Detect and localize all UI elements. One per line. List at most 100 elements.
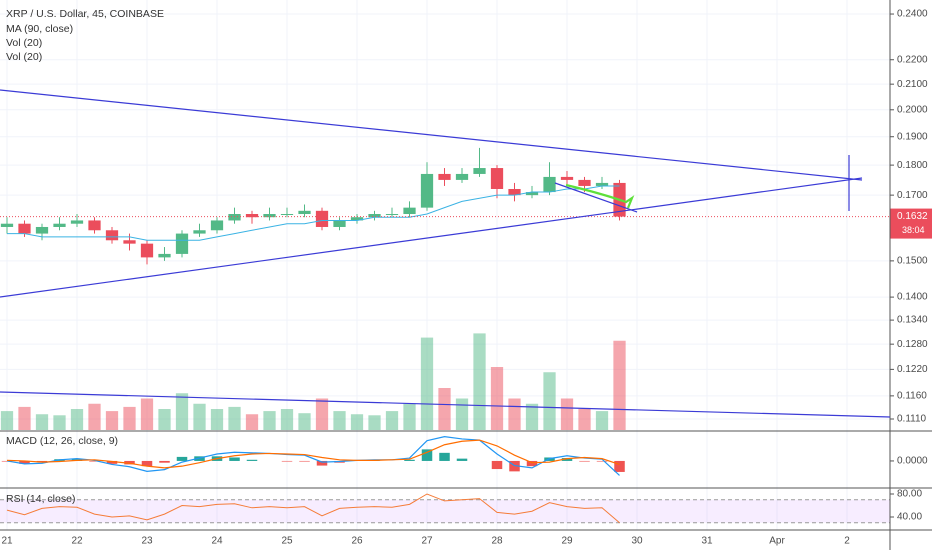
candle-body: [543, 176, 556, 193]
y-tick-label: 0.1340: [897, 315, 928, 326]
countdown-label: 38:04: [902, 225, 925, 235]
volume-bar: [35, 414, 49, 430]
candle-body: [560, 176, 574, 180]
y-tick-label: 0.1800: [897, 160, 928, 171]
volume-bar: [70, 409, 84, 430]
candle-body: [578, 179, 591, 186]
candle-body: [158, 253, 171, 258]
volume-bar: [315, 398, 329, 430]
candle-body: [53, 223, 66, 227]
y-tick-label: 80.00: [897, 489, 922, 500]
candle-body: [420, 173, 434, 208]
macd-histogram: [281, 460, 293, 462]
volume-bar: [455, 398, 469, 430]
candle-body: [508, 188, 521, 196]
trendline: [554, 182, 638, 213]
macd-histogram: [614, 460, 625, 472]
macd-line: [6, 439, 620, 469]
x-tick-label: Apr: [769, 536, 785, 547]
macd-histogram: [404, 459, 415, 461]
candle-body: [193, 230, 206, 234]
candle-body: [35, 226, 49, 234]
x-tick-label: 29: [561, 536, 573, 547]
last-price-label: 0.1632: [897, 211, 928, 222]
candle-body: [105, 230, 119, 241]
candle-body: [88, 220, 101, 231]
volume-bar: [123, 406, 136, 430]
candle-body: [140, 243, 154, 258]
volume-bar: [578, 409, 591, 430]
drawings: [0, 89, 891, 418]
macd-histogram: [561, 458, 573, 461]
volume-bar: [88, 403, 101, 430]
y-tick-label: 0.0000: [897, 456, 928, 467]
y-tick-label: 40.00: [897, 512, 922, 523]
x-tick-label: 30: [631, 536, 643, 547]
macd-histogram: [456, 458, 468, 461]
volume-label: Vol (20): [6, 51, 42, 63]
y-tick-label: 0.1700: [897, 190, 928, 201]
y-tick-label: 0.2400: [897, 9, 928, 20]
candle-body: [245, 214, 259, 218]
volume-bar: [53, 415, 66, 430]
x-tick-label: 22: [71, 536, 83, 547]
x-tick-label: 2: [844, 536, 850, 547]
y-tick-label: 0.1500: [897, 256, 928, 267]
x-tick-label: 27: [421, 536, 433, 547]
candle-body: [0, 223, 14, 227]
ma-line: [7, 185, 620, 241]
volume-bar: [368, 415, 381, 430]
volume-bar: [140, 398, 154, 430]
candle-body: [175, 233, 189, 254]
candle-body: [18, 223, 31, 234]
volume-bar: [613, 340, 626, 430]
macd-line: [6, 436, 620, 476]
y-tick-label: 0.1160: [897, 391, 927, 402]
x-tick-label: 26: [351, 536, 363, 547]
y-tick-label: 0.1900: [897, 131, 928, 142]
y-tick-label: 0.1400: [897, 292, 928, 303]
volume-bar: [245, 414, 259, 430]
candle-body: [70, 220, 84, 224]
volume-bar: [525, 403, 539, 430]
candle-body: [438, 173, 451, 180]
volume-bar: [210, 409, 224, 430]
candle-body: [595, 182, 609, 186]
macd-histogram: [491, 460, 503, 470]
volume-bar: [333, 411, 346, 430]
x-tick-label: 21: [1, 536, 13, 547]
volume-bar: [18, 406, 31, 430]
candle-body: [525, 192, 539, 196]
macd-histogram: [246, 459, 258, 461]
volume-bar: [420, 337, 434, 430]
candle-body: [350, 217, 364, 221]
candle-body: [455, 173, 469, 180]
y-tick-label: 0.2100: [897, 79, 928, 90]
macd-histogram: [141, 460, 153, 467]
volume-label: Vol (20): [6, 37, 42, 49]
volume-bar: [175, 393, 189, 430]
trendline: [0, 177, 863, 298]
macd-histogram: [439, 452, 450, 461]
trendline: [0, 89, 863, 181]
candle-body: [280, 214, 294, 216]
macd-histogram: [176, 456, 188, 461]
candle-body: [490, 168, 504, 189]
legend: XRP / U.S. Dollar, 45, COINBASE MA (90, …: [6, 8, 164, 505]
candle-body: [123, 240, 136, 244]
candle-body: [228, 214, 241, 221]
volume-bar: [543, 372, 556, 430]
x-tick-label: 28: [491, 536, 503, 547]
volume-bar: [350, 414, 364, 430]
x-tick-label: 24: [211, 536, 223, 547]
last-price-tag: [890, 208, 932, 239]
x-tick-label: 31: [701, 536, 713, 547]
macd-histogram: [316, 460, 328, 466]
macd-histogram: [106, 460, 118, 464]
rsi-label: RSI (14, close): [6, 493, 75, 505]
y-tick-label: 0.1220: [897, 364, 928, 375]
volume-bar: [438, 388, 451, 430]
candle-body: [263, 214, 276, 218]
volume-bar: [560, 398, 574, 430]
